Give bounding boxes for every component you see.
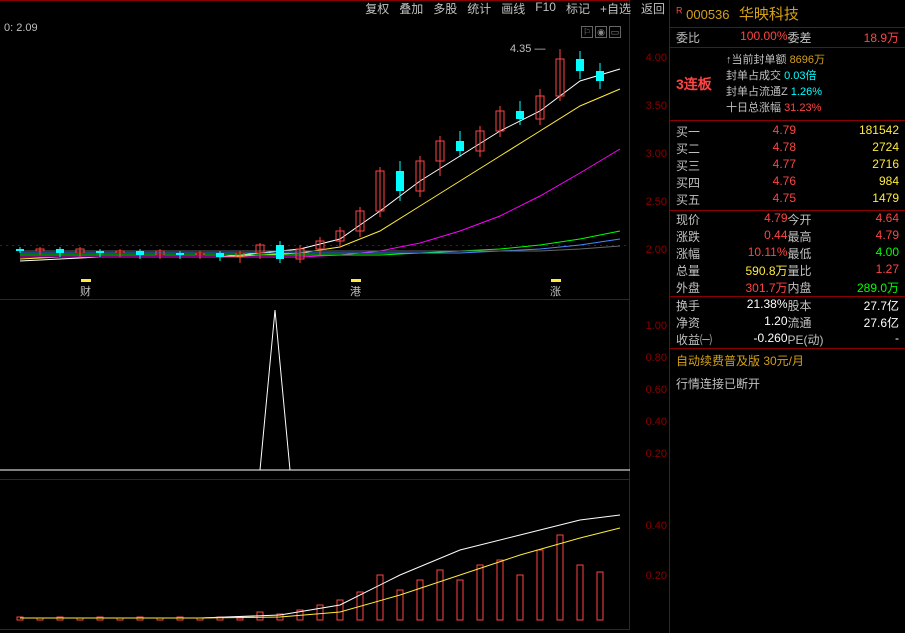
chart-area: 复权叠加多股统计画线F10标记+自选返回 0: 2.09 ⚐ ◉ ▭ 4.35 …: [0, 0, 670, 633]
weiba-row: 委比 100.00% 委差 18.9万: [670, 28, 905, 48]
sub-chart-2[interactable]: [0, 480, 630, 630]
note: 自动续费普及版 30元/月: [670, 349, 905, 372]
toolbar-+自选[interactable]: +自选: [596, 0, 635, 18]
toolbar-复权[interactable]: 复权: [361, 0, 393, 18]
toolbar-多股[interactable]: 多股: [429, 0, 461, 18]
lianban-block: 3连板 ↑当前封单额 8696万封单占成交 0.03倍封单占流通Z 1.26%十…: [670, 48, 905, 121]
orderbook-row: 买五4.751479: [670, 191, 905, 208]
quote-row: 涨幅10.11%最低4.00: [670, 245, 905, 262]
orderbook-row: 买二4.782724: [670, 140, 905, 157]
toolbar-F10[interactable]: F10: [531, 0, 560, 18]
orderbook-row: 买四4.76984: [670, 174, 905, 191]
toolbar-画线[interactable]: 画线: [497, 0, 529, 18]
y-axis-sub2: 0.400.20: [629, 480, 669, 630]
stats: 换手21.38%股本27.7亿净资1.20流通27.6亿收益㈠-0.260PE(…: [670, 297, 905, 349]
quote-row: 现价4.79今开4.64: [670, 211, 905, 228]
y-axis-sub1: 1.000.800.600.400.20: [629, 300, 669, 480]
orderbook: 买一4.79181542买二4.782724买三4.772716买四4.7698…: [670, 121, 905, 211]
stat-row: 换手21.38%股本27.7亿: [670, 297, 905, 314]
quote-row: 总量590.8万量比1.27: [670, 262, 905, 279]
sub-chart-1[interactable]: [0, 300, 630, 480]
toolbar-统计[interactable]: 统计: [463, 0, 495, 18]
stock-header: R 000536 华映科技: [670, 0, 905, 28]
toolbar-标记[interactable]: 标记: [562, 0, 594, 18]
price-annotation: 4.35 —: [510, 43, 545, 55]
main-candlestick-chart[interactable]: 4.35 — 财港涨: [0, 0, 630, 300]
note: 行情连接已断开: [670, 372, 905, 395]
y-axis-main: 4.003.503.002.502.00: [629, 0, 669, 300]
info-panel: R 000536 华映科技 委比 100.00% 委差 18.9万 3连板 ↑当…: [670, 0, 905, 633]
toolbar-叠加[interactable]: 叠加: [395, 0, 427, 18]
orderbook-row: 买三4.772716: [670, 157, 905, 174]
quotes: 现价4.79今开4.64涨跌0.44最高4.79涨幅10.11%最低4.00总量…: [670, 211, 905, 297]
orderbook-row: 买一4.79181542: [670, 123, 905, 140]
toolbar: 复权叠加多股统计画线F10标记+自选返回: [361, 0, 669, 18]
toolbar-返回[interactable]: 返回: [637, 0, 669, 18]
stat-row: 净资1.20流通27.6亿: [670, 314, 905, 331]
stat-row: 收益㈠-0.260PE(动)-: [670, 331, 905, 348]
quote-row: 涨跌0.44最高4.79: [670, 228, 905, 245]
quote-row: 外盘301.7万内盘289.0万: [670, 279, 905, 296]
